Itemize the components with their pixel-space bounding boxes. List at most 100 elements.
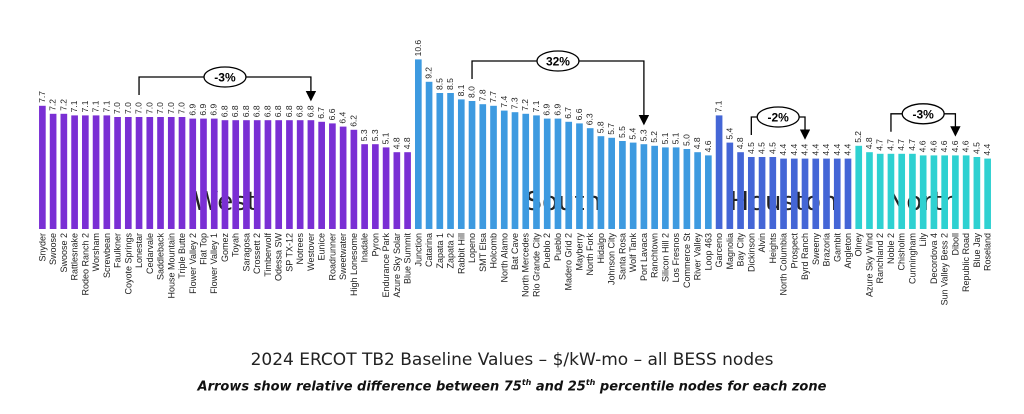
arrow-label-west: -3%: [214, 71, 236, 85]
value-label-north-0: 5.2: [853, 131, 863, 143]
category-label-south-16: North Fork: [585, 233, 595, 276]
value-label-south-2: 8.5: [434, 78, 444, 90]
bar-west-13: [178, 117, 186, 229]
bar-north-11: [973, 157, 981, 229]
category-label-north-6: Lily: [918, 233, 928, 247]
bar-south-6: [479, 104, 487, 229]
category-label-houston-5: Heights: [768, 233, 778, 264]
category-label-south-22: Ranchtown: [650, 233, 660, 278]
value-label-houston-8: 4.4: [800, 144, 810, 156]
category-label-west-20: Crossett 2: [252, 233, 262, 274]
bar-south-21: [640, 144, 648, 229]
arrow-badge-north: [901, 103, 945, 125]
bar-south-10: [522, 113, 530, 229]
category-label-north-7: Decordova 4: [929, 233, 939, 284]
bar-south-19: [619, 141, 626, 229]
bar-north-6: [919, 155, 927, 229]
category-label-south-3: Zapata 2: [446, 233, 456, 269]
value-label-south-27: 4.6: [703, 140, 713, 152]
bar-north-4: [898, 153, 906, 229]
bar-west-7: [114, 117, 121, 229]
value-label-north-1: 4.8: [864, 137, 874, 149]
category-label-south-1: Catarina: [424, 233, 434, 267]
category-label-west-23: SP TX-12: [284, 233, 294, 272]
bar-west-26: [318, 121, 325, 229]
value-label-south-7: 7.7: [488, 91, 498, 103]
bar-west-6: [103, 115, 111, 229]
bar-west-27: [329, 123, 336, 229]
category-label-south-20: Wolf Tank: [628, 233, 638, 273]
category-label-west-17: Gomez: [220, 233, 230, 263]
category-label-west-13: Triple Butte: [177, 233, 187, 279]
category-label-houston-9: Sweeny: [811, 233, 821, 266]
bar-west-3: [71, 115, 78, 229]
arrow-badge-houston: [756, 106, 800, 128]
category-label-south-26: River Valley: [693, 233, 703, 281]
bar-west-2: [60, 113, 68, 229]
bar-north-5: [909, 153, 916, 229]
bar-houston-4: [758, 157, 766, 229]
value-label-south-23: 5.1: [660, 132, 670, 144]
bar-west-15: [200, 118, 207, 229]
bar-houston-10: [823, 158, 830, 229]
arrow-badge-south: [536, 50, 580, 72]
bar-south-1: [425, 81, 433, 229]
category-label-houston-1: Magnolia: [725, 233, 735, 270]
category-label-south-8: North Alamo: [499, 233, 509, 283]
value-label-south-22: 5.2: [649, 131, 659, 143]
category-label-west-14: Flower Valley 2: [188, 233, 198, 294]
arrow-label-south: 32%: [546, 55, 570, 69]
category-label-south-0: Junction: [413, 233, 423, 267]
category-label-west-26: Eunice: [317, 233, 327, 261]
bar-west-23: [286, 120, 293, 229]
bar-west-14: [189, 118, 197, 229]
category-label-west-16: Flower Valley 1: [209, 233, 219, 294]
value-label-south-25: 5.0: [681, 134, 691, 146]
value-label-west-26: 6.7: [316, 107, 326, 119]
category-label-west-22: Odessa SW: [274, 232, 284, 281]
bar-south-26: [694, 152, 701, 229]
bar-west-4: [82, 115, 89, 229]
category-label-west-9: Lonestar: [134, 233, 144, 268]
value-label-north-10: 4.6: [961, 140, 971, 152]
category-label-west-18: Toyah: [231, 233, 241, 257]
category-label-south-11: Rio Grande City: [531, 233, 541, 298]
value-label-west-19: 6.8: [241, 105, 251, 117]
category-label-north-8: Sun Valley Bess 2: [940, 233, 950, 305]
category-label-south-17: Hidalgo: [596, 233, 606, 264]
category-label-north-1: Azure Sky Wind: [864, 233, 874, 297]
category-label-houston-4: Alvin: [757, 233, 767, 253]
category-label-south-2: Zapata 1: [435, 233, 445, 269]
bar-west-20: [253, 120, 261, 229]
category-label-west-6: Screwbean: [102, 233, 112, 278]
category-label-west-8: Coyote Springs: [123, 233, 133, 295]
value-label-south-0: 10.6: [413, 40, 423, 57]
category-label-houston-0: Garceno: [714, 233, 724, 268]
value-label-west-17: 6.8: [219, 105, 229, 117]
bar-south-0: [415, 59, 422, 230]
bar-west-10: [146, 117, 154, 229]
value-label-west-6: 7.1: [101, 100, 111, 112]
bar-west-11: [157, 117, 164, 229]
category-label-west-10: Cedarvale: [145, 233, 155, 274]
value-label-houston-1: 5.4: [724, 128, 734, 140]
value-label-north-2: 4.7: [875, 139, 885, 151]
category-label-west-19: Saragosa: [241, 233, 251, 272]
bar-west-5: [92, 115, 100, 229]
bar-west-30: [361, 144, 368, 229]
category-label-west-2: Swoose 2: [59, 233, 69, 273]
value-label-west-2: 7.2: [58, 99, 68, 111]
category-label-west-31: Pyron: [370, 233, 380, 257]
value-label-houston-4: 4.5: [757, 142, 767, 154]
value-label-south-8: 7.4: [499, 96, 509, 108]
value-label-west-13: 7.0: [177, 102, 187, 114]
bar-west-17: [221, 120, 229, 229]
category-label-west-29: High Lonesome: [349, 233, 359, 296]
value-label-south-4: 8.1: [456, 84, 466, 96]
category-label-west-1: Swoose: [48, 233, 58, 265]
bar-south-18: [608, 137, 615, 229]
category-label-south-9: Bat Cave: [510, 233, 520, 270]
value-label-south-13: 6.9: [552, 104, 562, 116]
value-label-south-18: 5.7: [606, 123, 616, 135]
value-label-houston-7: 4.4: [789, 144, 799, 156]
